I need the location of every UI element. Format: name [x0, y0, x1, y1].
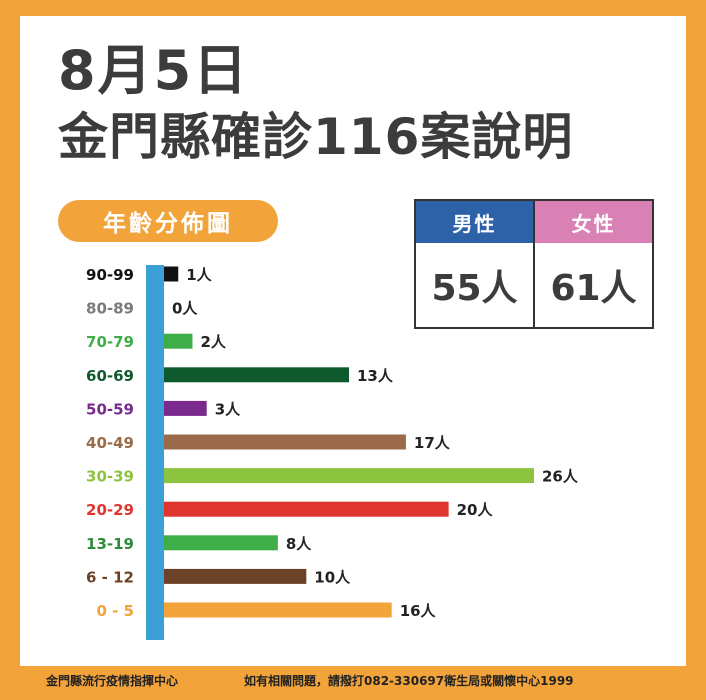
y-axis-bar: [146, 265, 164, 640]
female-header: 女性: [535, 201, 652, 243]
value-label-70-79: 2人: [200, 333, 226, 351]
category-label-50-59: 50-59: [86, 400, 134, 418]
category-label-60-69: 60-69: [86, 367, 134, 385]
category-label-80-89: 80-89: [86, 300, 134, 318]
bar-0-5: [164, 602, 392, 618]
value-label-40-49: 17人: [414, 434, 451, 452]
category-label-30-39: 30-39: [86, 468, 134, 486]
bar-60-69: [164, 367, 349, 383]
footer-organization: 金門縣流行疫情指揮中心: [46, 674, 179, 688]
bar-20-29: [164, 501, 449, 517]
value-label-30-39: 26人: [542, 468, 579, 486]
bar-30-39: [164, 468, 534, 484]
gender-table: 男性 55人 女性 61人: [414, 199, 654, 329]
male-count: 55人: [431, 268, 518, 309]
value-label-50-59: 3人: [215, 400, 241, 418]
category-label-0-5: 0 - 5: [96, 602, 134, 620]
value-label-6-12: 10人: [314, 568, 351, 586]
category-label-6-12: 6 - 12: [86, 568, 134, 586]
male-header: 男性: [416, 201, 533, 243]
category-label-20-29: 20-29: [86, 501, 134, 519]
bar-50-59: [164, 400, 207, 416]
bar-6-12: [164, 568, 307, 584]
female-count: 61人: [550, 268, 637, 309]
bar-40-49: [164, 434, 406, 450]
category-label-90-99: 90-99: [86, 266, 134, 284]
bar-90-99: [164, 266, 179, 282]
page-title: 金門縣確診116案說明: [58, 108, 574, 166]
bar-70-79: [164, 333, 193, 349]
male-column: 男性 55人: [416, 201, 533, 327]
value-label-0-5: 16人: [400, 602, 437, 620]
category-label-13-19: 13-19: [86, 535, 134, 553]
value-label-13-19: 8人: [286, 535, 312, 553]
value-label-80-89: 0人: [172, 300, 198, 318]
category-label-70-79: 70-79: [86, 333, 134, 351]
age-distribution-badge: 年齡分佈圖: [58, 200, 278, 242]
content-panel: [20, 16, 686, 666]
bar-13-19: [164, 535, 278, 551]
category-label-40-49: 40-49: [86, 434, 134, 452]
footer-contact: 如有相關問題，請撥打082-330697衛生局或關懷中心1999: [244, 674, 574, 688]
value-label-90-99: 1人: [186, 266, 212, 284]
value-label-60-69: 13人: [357, 367, 394, 385]
date-heading: 8月5日: [58, 39, 250, 102]
value-label-20-29: 20人: [457, 501, 494, 519]
female-column: 女性 61人: [533, 201, 652, 327]
